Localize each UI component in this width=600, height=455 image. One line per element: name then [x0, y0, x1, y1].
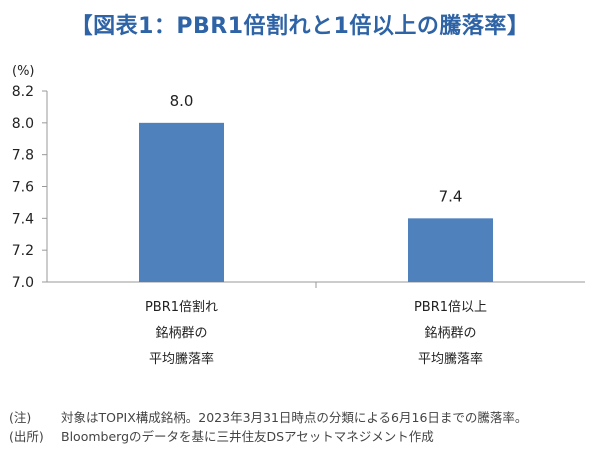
x-category-label: 平均騰落率	[149, 351, 214, 367]
x-category-label: PBR1倍割れ	[145, 299, 218, 315]
source-text: Bloombergのデータを基に三井住友DSアセットマネジメント作成	[61, 429, 434, 444]
chart-title: 【図表1：PBR1倍割れと1倍以上の騰落率】	[70, 14, 530, 39]
y-tick-label: 8.2	[12, 84, 34, 100]
x-category-label: 銘柄群の	[155, 326, 207, 341]
y-axis: 7.0 7.2 7.4 7.6 7.8 8.0 8.2	[12, 84, 585, 291]
y-unit-label: (%)	[12, 64, 35, 79]
x-category-label: PBR1倍以上	[414, 300, 487, 315]
footnotes: (注) 対象はTOPIX構成銘柄。2023年3月31日時点の分類による6月16日ま…	[9, 408, 527, 446]
x-category-label: 平均騰落率	[418, 351, 483, 367]
bars: 8.0 7.4	[139, 92, 493, 282]
y-tick-label: 7.0	[12, 275, 34, 291]
x-category-label: 銘柄群の	[424, 326, 476, 341]
note-row: (注) 対象はTOPIX構成銘柄。2023年3月31日時点の分類による6月16日ま…	[9, 408, 527, 427]
bar	[408, 218, 493, 282]
bar-value-label: 7.4	[439, 187, 463, 205]
y-tick-label: 7.8	[12, 148, 34, 164]
source-row: (出所) Bloombergのデータを基に三井住友DSアセットマネジメント作成	[9, 427, 527, 446]
y-tick-label: 7.4	[12, 211, 34, 227]
bar	[139, 122, 224, 282]
note-text: 対象はTOPIX構成銘柄。2023年3月31日時点の分類による6月16日までの騰…	[61, 410, 528, 425]
source-tag: (出所)	[9, 429, 44, 444]
y-tick-label: 7.6	[12, 180, 34, 196]
bar-chart: (%) 7.0 7.2 7.4 7.6 7.8 8.0 8.2 8.0 7.4 PBR1倍割れ…	[12, 64, 585, 367]
note-tag: (注)	[9, 410, 32, 425]
bar-value-label: 8.0	[170, 92, 194, 110]
y-tick-label: 7.2	[12, 243, 34, 259]
y-tick-label: 8.0	[12, 116, 34, 132]
